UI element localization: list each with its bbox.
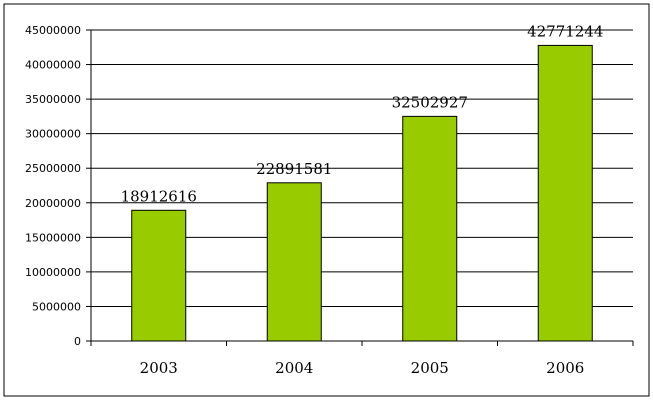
x-tick-label-2006: 2006 <box>546 359 584 377</box>
data-labels: 18912616 22891581 32502927 42771244 <box>121 22 604 205</box>
y-tick-label: 45000000 <box>25 24 81 37</box>
bar-2004 <box>266 182 322 342</box>
y-tick-label: 40000000 <box>25 59 81 72</box>
data-label-2003: 18912616 <box>121 187 197 205</box>
x-tick-label-2004: 2004 <box>275 359 313 377</box>
axes <box>90 30 634 346</box>
y-tick-label: 0 <box>74 335 81 348</box>
data-label-2006: 42771244 <box>527 22 603 40</box>
data-label-2005: 32502927 <box>392 93 468 111</box>
bar-2006 <box>537 44 593 342</box>
y-tick-label: 20000000 <box>25 197 81 210</box>
x-tick-label-2005: 2005 <box>411 359 449 377</box>
bar-2003 <box>131 209 187 342</box>
bar-2005 <box>402 115 458 342</box>
y-tick-labels: 0 5000000 10000000 15000000 20000000 25000000… <box>25 24 81 348</box>
y-tick-label: 35000000 <box>25 93 81 106</box>
bars <box>131 44 593 342</box>
y-tick-label: 25000000 <box>25 162 81 175</box>
y-tick-label: 15000000 <box>25 231 81 244</box>
y-tick-label: 5000000 <box>32 300 81 313</box>
x-tick-labels: 2003 2004 2005 2006 <box>140 359 585 377</box>
y-tick-label: 30000000 <box>25 128 81 141</box>
x-tick-label-2003: 2003 <box>140 359 178 377</box>
data-label-2004: 22891581 <box>256 160 332 178</box>
y-tick-label: 10000000 <box>25 266 81 279</box>
